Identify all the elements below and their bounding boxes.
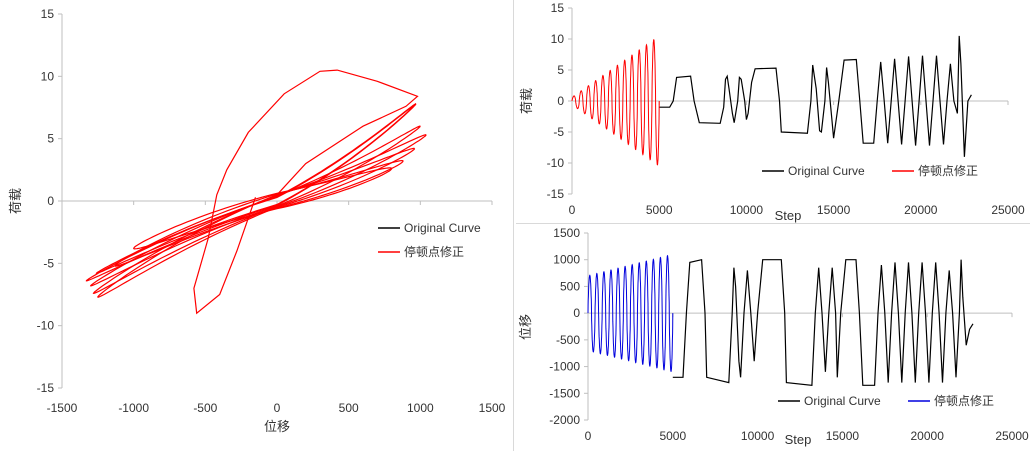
y-tick-label: -2000: [549, 413, 580, 427]
x-tick-label: 10000: [730, 203, 764, 217]
x-axis-label: Step: [785, 432, 812, 447]
y-tick-label: 1000: [553, 253, 580, 267]
x-axis-label: Step: [775, 208, 802, 223]
x-tick-label: -1000: [118, 401, 149, 415]
legend-label: 停顿点修正: [934, 393, 994, 408]
x-tick-label: 15000: [817, 203, 851, 217]
x-axis-label: 位移: [264, 419, 290, 434]
y-tick-label: -1000: [549, 360, 580, 374]
y-tick-label: 0: [557, 94, 564, 108]
y-axis-label: 荷载: [519, 88, 534, 114]
series-corrected-curve: [587, 254, 674, 372]
x-tick-label: 1000: [407, 401, 434, 415]
x-tick-label: 0: [274, 401, 281, 415]
legend-label: Original Curve: [804, 394, 881, 408]
hysteresis-loop: [133, 167, 393, 250]
x-tick-label: 20000: [904, 203, 938, 217]
y-axis-label: 位移: [518, 314, 533, 340]
x-tick-label: 25000: [995, 429, 1029, 443]
x-tick-label: 1500: [479, 401, 506, 415]
y-tick-label: 10: [551, 32, 565, 46]
y-tick-label: 15: [41, 7, 55, 21]
y-tick-label: 1500: [553, 226, 580, 240]
series-original-curve: [659, 35, 972, 157]
x-tick-label: 20000: [911, 429, 945, 443]
legend-label: 停顿点修正: [404, 244, 464, 259]
x-tick-label: 0: [569, 203, 576, 217]
x-tick-label: 500: [339, 401, 359, 415]
x-tick-label: 25000: [991, 203, 1025, 217]
series-original-curve: [672, 258, 974, 386]
excursion-curve: [193, 69, 419, 315]
hysteresis-loop: [92, 134, 427, 295]
y-tick-label: -5: [553, 125, 564, 139]
y-tick-label: 5: [47, 132, 54, 146]
x-tick-label: -1500: [47, 401, 78, 415]
x-tick-label: 10000: [741, 429, 775, 443]
load-step-chart: 15 10 5 0 -5 -10 -15 0 5000 10000 15000 20000 25000 S…: [519, 1, 1025, 223]
y-tick-label: 10: [41, 69, 55, 83]
y-tick-label: -1500: [549, 386, 580, 400]
x-tick-label: -500: [193, 401, 217, 415]
y-tick-label: 0: [47, 194, 54, 208]
hysteresis-loop: [85, 103, 417, 282]
y-tick-label: 500: [560, 279, 580, 293]
y-tick-label: 0: [573, 306, 580, 320]
hysteresis-loop: [89, 125, 421, 287]
x-tick-label: 0: [585, 429, 592, 443]
load-step-chart-panel: 15 10 5 0 -5 -10 -15 0 5000 10000 15000 20000 25000 S…: [516, 0, 1030, 224]
hysteresis-loop: [114, 160, 404, 267]
x-tick-label: 5000: [659, 429, 686, 443]
y-tick-label: -10: [547, 156, 565, 170]
y-tick-label: -10: [37, 319, 55, 333]
y-axis-label: 荷载: [8, 188, 23, 214]
hysteresis-loop: [96, 147, 416, 298]
x-tick-label: 5000: [646, 203, 673, 217]
legend-label: Original Curve: [404, 221, 481, 235]
disp-step-chart-panel: 1500 1000 500 0 -500 -1000 -1500 -2000 0 5000 1000…: [516, 226, 1030, 451]
y-tick-label: -15: [547, 187, 565, 201]
y-tick-label: -5: [43, 256, 54, 270]
legend-label: Original Curve: [788, 164, 865, 178]
legend-label: 停顿点修正: [918, 163, 978, 178]
hysteresis-chart: 15 10 5 0 -5 -10 -15 -1500 -1000 -500 0 500 1000 1500…: [8, 7, 506, 434]
y-tick-label: -500: [556, 333, 580, 347]
x-tick-label: 15000: [826, 429, 860, 443]
hysteresis-chart-panel: 15 10 5 0 -5 -10 -15 -1500 -1000 -500 0 500 1000 1500…: [0, 0, 514, 451]
y-tick-label: 15: [551, 1, 565, 15]
series-corrected-curve: [571, 39, 660, 166]
y-tick-label: -15: [37, 381, 55, 395]
y-tick-label: 5: [557, 63, 564, 77]
